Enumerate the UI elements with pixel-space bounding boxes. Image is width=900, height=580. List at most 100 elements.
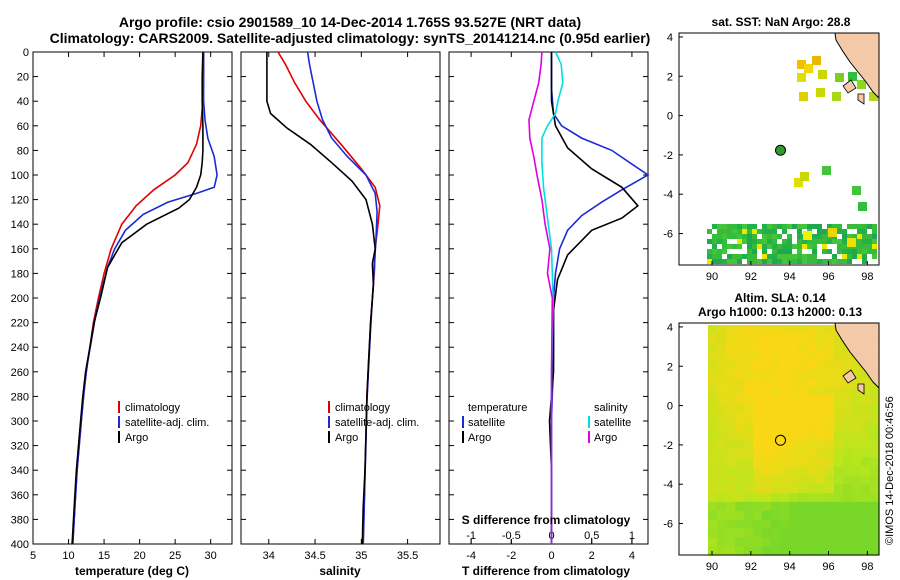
sla-cell bbox=[762, 351, 772, 361]
y-tick-label: 340 bbox=[11, 465, 29, 477]
sla-cell bbox=[798, 404, 808, 414]
map-x-tick-label: 98 bbox=[861, 271, 873, 283]
map-x-tick-label: 90 bbox=[706, 561, 718, 573]
sla-cell bbox=[816, 475, 826, 485]
x-tick-label: 25 bbox=[169, 550, 181, 562]
sla-cell bbox=[762, 484, 772, 494]
sla-cell bbox=[780, 395, 790, 406]
sst-cell bbox=[737, 254, 742, 259]
sst-cell bbox=[822, 234, 827, 239]
argo-position-marker bbox=[774, 434, 786, 446]
sst-cell bbox=[752, 234, 757, 239]
sst-cell bbox=[862, 244, 867, 249]
sla-cell bbox=[843, 493, 853, 503]
sla-cell bbox=[717, 528, 727, 538]
sst-cell bbox=[712, 224, 717, 229]
x-tick-label: -4 bbox=[466, 550, 476, 562]
sla-cell bbox=[816, 333, 826, 344]
sla-cell bbox=[717, 413, 727, 423]
sst-cell bbox=[867, 224, 872, 229]
sla-cell bbox=[789, 369, 799, 379]
sst-cell bbox=[777, 234, 782, 239]
sla-cell bbox=[807, 325, 817, 335]
sla-cell bbox=[753, 325, 763, 335]
sst-cell bbox=[772, 244, 777, 249]
sla-cell bbox=[753, 457, 763, 468]
sst-cell bbox=[717, 234, 722, 239]
sla-cell bbox=[861, 466, 871, 476]
x-tick-label: 35.5 bbox=[397, 550, 418, 562]
sst-cell bbox=[822, 249, 827, 254]
sla-cell bbox=[771, 360, 781, 370]
map-y-tick-label: 0 bbox=[667, 401, 673, 413]
sla-cell bbox=[834, 369, 844, 379]
sst-cell bbox=[762, 259, 767, 264]
sla-cell bbox=[771, 493, 781, 503]
sla-cell bbox=[870, 422, 880, 432]
sst-cells bbox=[707, 56, 878, 264]
sla-cell bbox=[789, 351, 799, 361]
sst-cell bbox=[832, 92, 841, 101]
sst-cell bbox=[712, 254, 717, 259]
sla-cell bbox=[717, 493, 727, 503]
sst-cell bbox=[742, 229, 747, 234]
sst-cell bbox=[832, 239, 837, 244]
sla-cell bbox=[789, 342, 799, 353]
sla-cell bbox=[771, 440, 781, 450]
sla-cell bbox=[834, 431, 844, 441]
sla-cell bbox=[816, 510, 826, 521]
sla-cell bbox=[834, 404, 844, 414]
sla-cell bbox=[798, 360, 808, 370]
sst-cell bbox=[762, 249, 767, 254]
sla-cell bbox=[789, 537, 799, 547]
sla-cell bbox=[798, 493, 808, 503]
sla-cell bbox=[870, 510, 880, 521]
sla-cell bbox=[744, 493, 754, 503]
sla-cell bbox=[861, 404, 871, 414]
sla-cell bbox=[780, 546, 790, 556]
sla-cell bbox=[753, 484, 763, 494]
sla-cell bbox=[834, 360, 844, 370]
sst-cell bbox=[737, 234, 742, 239]
sst-cell bbox=[742, 234, 747, 239]
sla-cell bbox=[870, 493, 880, 503]
sst-cell bbox=[807, 259, 812, 264]
sla-cell bbox=[771, 528, 781, 538]
sst-cell bbox=[797, 234, 802, 239]
sla-cell bbox=[780, 519, 790, 529]
sst-cell bbox=[858, 202, 867, 211]
sst-cell bbox=[712, 259, 717, 264]
salinity-x-ticks: 34 34.5 35 35.5 bbox=[241, 51, 440, 562]
sst-cell bbox=[862, 254, 867, 259]
sst-cell bbox=[762, 244, 767, 249]
y-tick-label: 20 bbox=[17, 72, 29, 84]
sla-cell bbox=[852, 378, 862, 388]
sst-cell bbox=[812, 244, 817, 249]
sla-cell bbox=[753, 510, 763, 521]
sla-cell bbox=[762, 360, 772, 370]
sst-cell bbox=[792, 244, 797, 249]
sla-cell bbox=[762, 422, 772, 432]
sla-cell bbox=[798, 325, 808, 335]
sst-cell bbox=[812, 254, 817, 259]
sla-cell bbox=[852, 501, 862, 512]
sla-cell bbox=[852, 519, 862, 529]
sla-cell bbox=[744, 448, 754, 459]
sla-cell bbox=[771, 386, 781, 397]
legend-header-salinity: salinity bbox=[594, 402, 628, 414]
sla-cell bbox=[834, 351, 844, 361]
sla-cell bbox=[726, 537, 736, 547]
sst-cell bbox=[767, 234, 772, 239]
sla-cell bbox=[708, 484, 718, 494]
sla-cell bbox=[789, 386, 799, 397]
sst-cell bbox=[832, 259, 837, 264]
sla-cell bbox=[744, 395, 754, 406]
y-tick-label: 280 bbox=[11, 391, 29, 403]
sla-cell bbox=[789, 440, 799, 450]
sla-cell bbox=[717, 546, 727, 556]
sst-cell bbox=[727, 224, 732, 229]
sla-cell bbox=[843, 422, 853, 432]
sst-cell bbox=[842, 249, 847, 254]
sla-cell bbox=[735, 431, 745, 441]
sla-cell bbox=[780, 537, 790, 547]
